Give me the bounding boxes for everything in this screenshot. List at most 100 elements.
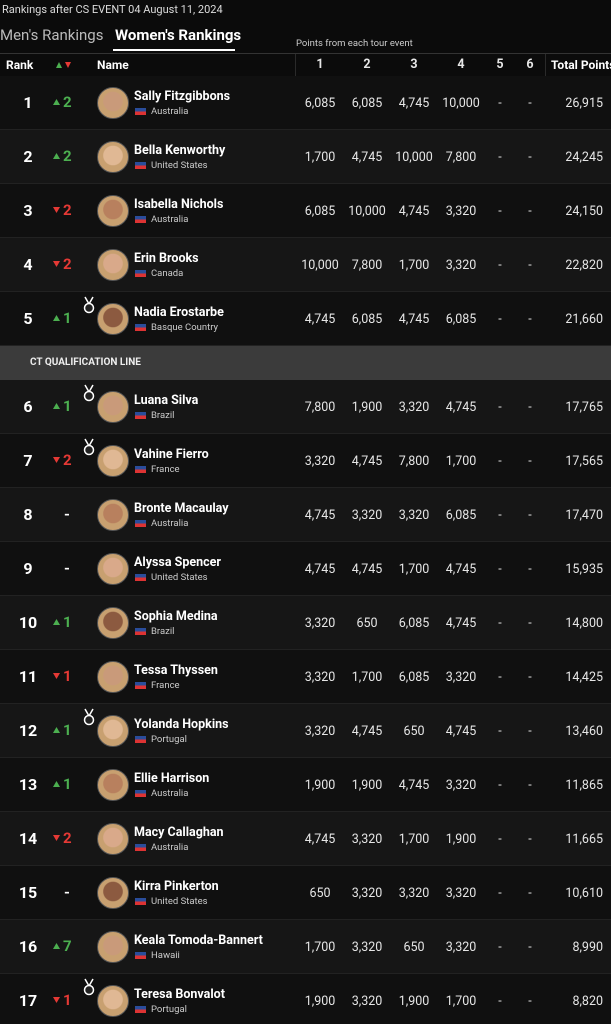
event-points: 3,320	[445, 204, 477, 219]
flag	[135, 1006, 146, 1013]
surfer-name: Erin Brooks	[134, 251, 199, 266]
event-points: -	[498, 616, 502, 631]
flag	[135, 736, 146, 743]
event-points: 650	[403, 724, 425, 739]
col-header: 4	[457, 57, 465, 72]
surfer-name: Sally Fitzgibbons	[134, 89, 231, 104]
event-points: -	[528, 258, 532, 273]
rank: 14	[18, 829, 38, 848]
col-header: 3	[410, 57, 418, 72]
event-points: 4,745	[304, 562, 336, 577]
change: 2	[63, 201, 72, 219]
avatar	[97, 931, 129, 963]
event-points: 3,320	[445, 940, 477, 955]
event-points: 6,085	[304, 96, 336, 111]
avatar	[97, 499, 129, 531]
country: France	[151, 464, 180, 475]
event-points: -	[498, 670, 502, 685]
country: Australia	[151, 106, 189, 117]
tab[interactable]: Men's Rankings	[0, 26, 104, 44]
surfer-name: Tessa Thyssen	[134, 663, 218, 678]
country: Australia	[151, 214, 189, 225]
event-points: 1,700	[398, 832, 430, 847]
event-points: -	[528, 886, 532, 901]
event-points: -	[528, 312, 532, 327]
flag	[135, 952, 146, 959]
change-arrow	[53, 997, 60, 1003]
change: -	[64, 505, 70, 523]
total-points: 17,565	[565, 454, 603, 469]
col-header: 2	[363, 57, 371, 72]
medal-icon	[83, 438, 95, 456]
rank: 2	[23, 147, 33, 166]
total-points: 17,765	[565, 400, 603, 415]
divider	[0, 53, 611, 54]
country: France	[151, 680, 180, 691]
flag	[135, 412, 146, 419]
total-points: 8,990	[572, 940, 603, 955]
event-points: -	[498, 994, 502, 1009]
change-arrow	[53, 99, 60, 105]
points-caption: Points from each tour event	[296, 38, 413, 49]
ranking-row: 16 7 Keala Tomoda-Bannert Hawaii 1,700 3,320 6…	[0, 920, 611, 974]
event-points: 1,900	[445, 832, 477, 847]
change: 1	[63, 991, 72, 1009]
event-points: -	[498, 454, 502, 469]
surfer-name: Luana Silva	[134, 393, 199, 408]
ranking-row: 6 1 Luana Silva Brazil 7,800 1,900 3,320 4,745 -…	[0, 380, 611, 434]
change: 7	[63, 937, 72, 955]
change: 1	[63, 309, 72, 327]
change: 1	[63, 721, 72, 739]
event-points: 3,320	[304, 454, 336, 469]
total-points: 17,470	[565, 508, 603, 523]
ranking-row: 15 - Kirra Pinkerton United States 650 3,320 3…	[0, 866, 611, 920]
ranking-row: 10 1 Sophia Medina Brazil 3,320 650 6,085 4,745…	[0, 596, 611, 650]
avatar	[97, 985, 129, 1017]
event-points: -	[498, 400, 502, 415]
rank: 4	[23, 255, 33, 274]
event-points: 4,745	[351, 150, 383, 165]
avatar	[97, 249, 129, 281]
country: Brazil	[151, 410, 175, 421]
avatar	[97, 661, 129, 693]
avatar	[97, 141, 129, 173]
event-points: 3,320	[351, 886, 383, 901]
event-points: 1,900	[304, 994, 336, 1009]
flag	[135, 270, 146, 277]
ranking-row: 2 2 Bella Kenworthy United States 1,700 4,745…	[0, 130, 611, 184]
medal-icon	[83, 384, 95, 402]
rank: 13	[18, 775, 38, 794]
event-points: 3,320	[351, 832, 383, 847]
event-points: 3,320	[304, 616, 336, 631]
event-points: 4,745	[398, 204, 430, 219]
ranking-row: 8 - Bronte Macaulay Australia 4,745 3,320 3,32…	[0, 488, 611, 542]
rank: 3	[23, 201, 33, 220]
change: 1	[63, 613, 72, 631]
change: 2	[63, 93, 72, 111]
flag	[135, 574, 146, 581]
total-points: 26,915	[565, 96, 603, 111]
surfer-name: Teresa Bonvalot	[134, 987, 225, 1002]
flag	[135, 324, 146, 331]
event-points: 1,700	[445, 454, 477, 469]
qualification-label: CT QUALIFICATION LINE	[30, 357, 141, 368]
surfer-name: Ellie Harrison	[134, 771, 210, 786]
event-points: -	[528, 96, 532, 111]
event-points: 4,745	[445, 400, 477, 415]
change-arrow	[53, 457, 60, 463]
event-points: -	[528, 940, 532, 955]
change-icon	[56, 62, 71, 68]
col-header: Rank	[6, 58, 34, 72]
flag	[135, 108, 146, 115]
surfer-name: Nadia Erostarbe	[134, 305, 224, 320]
surfer-name: Macy Callaghan	[134, 825, 224, 840]
event-points: 6,085	[445, 508, 477, 523]
event-points: 6,085	[445, 312, 477, 327]
event-points: 7,800	[445, 150, 477, 165]
event-points: 10,000	[348, 204, 386, 219]
ranking-row: 3 2 Isabella Nichols Australia 6,085 10,000 4,…	[0, 184, 611, 238]
col-header: 5	[496, 57, 504, 72]
country: Hawaii	[151, 950, 180, 961]
tab[interactable]: Women's Rankings	[115, 26, 242, 44]
